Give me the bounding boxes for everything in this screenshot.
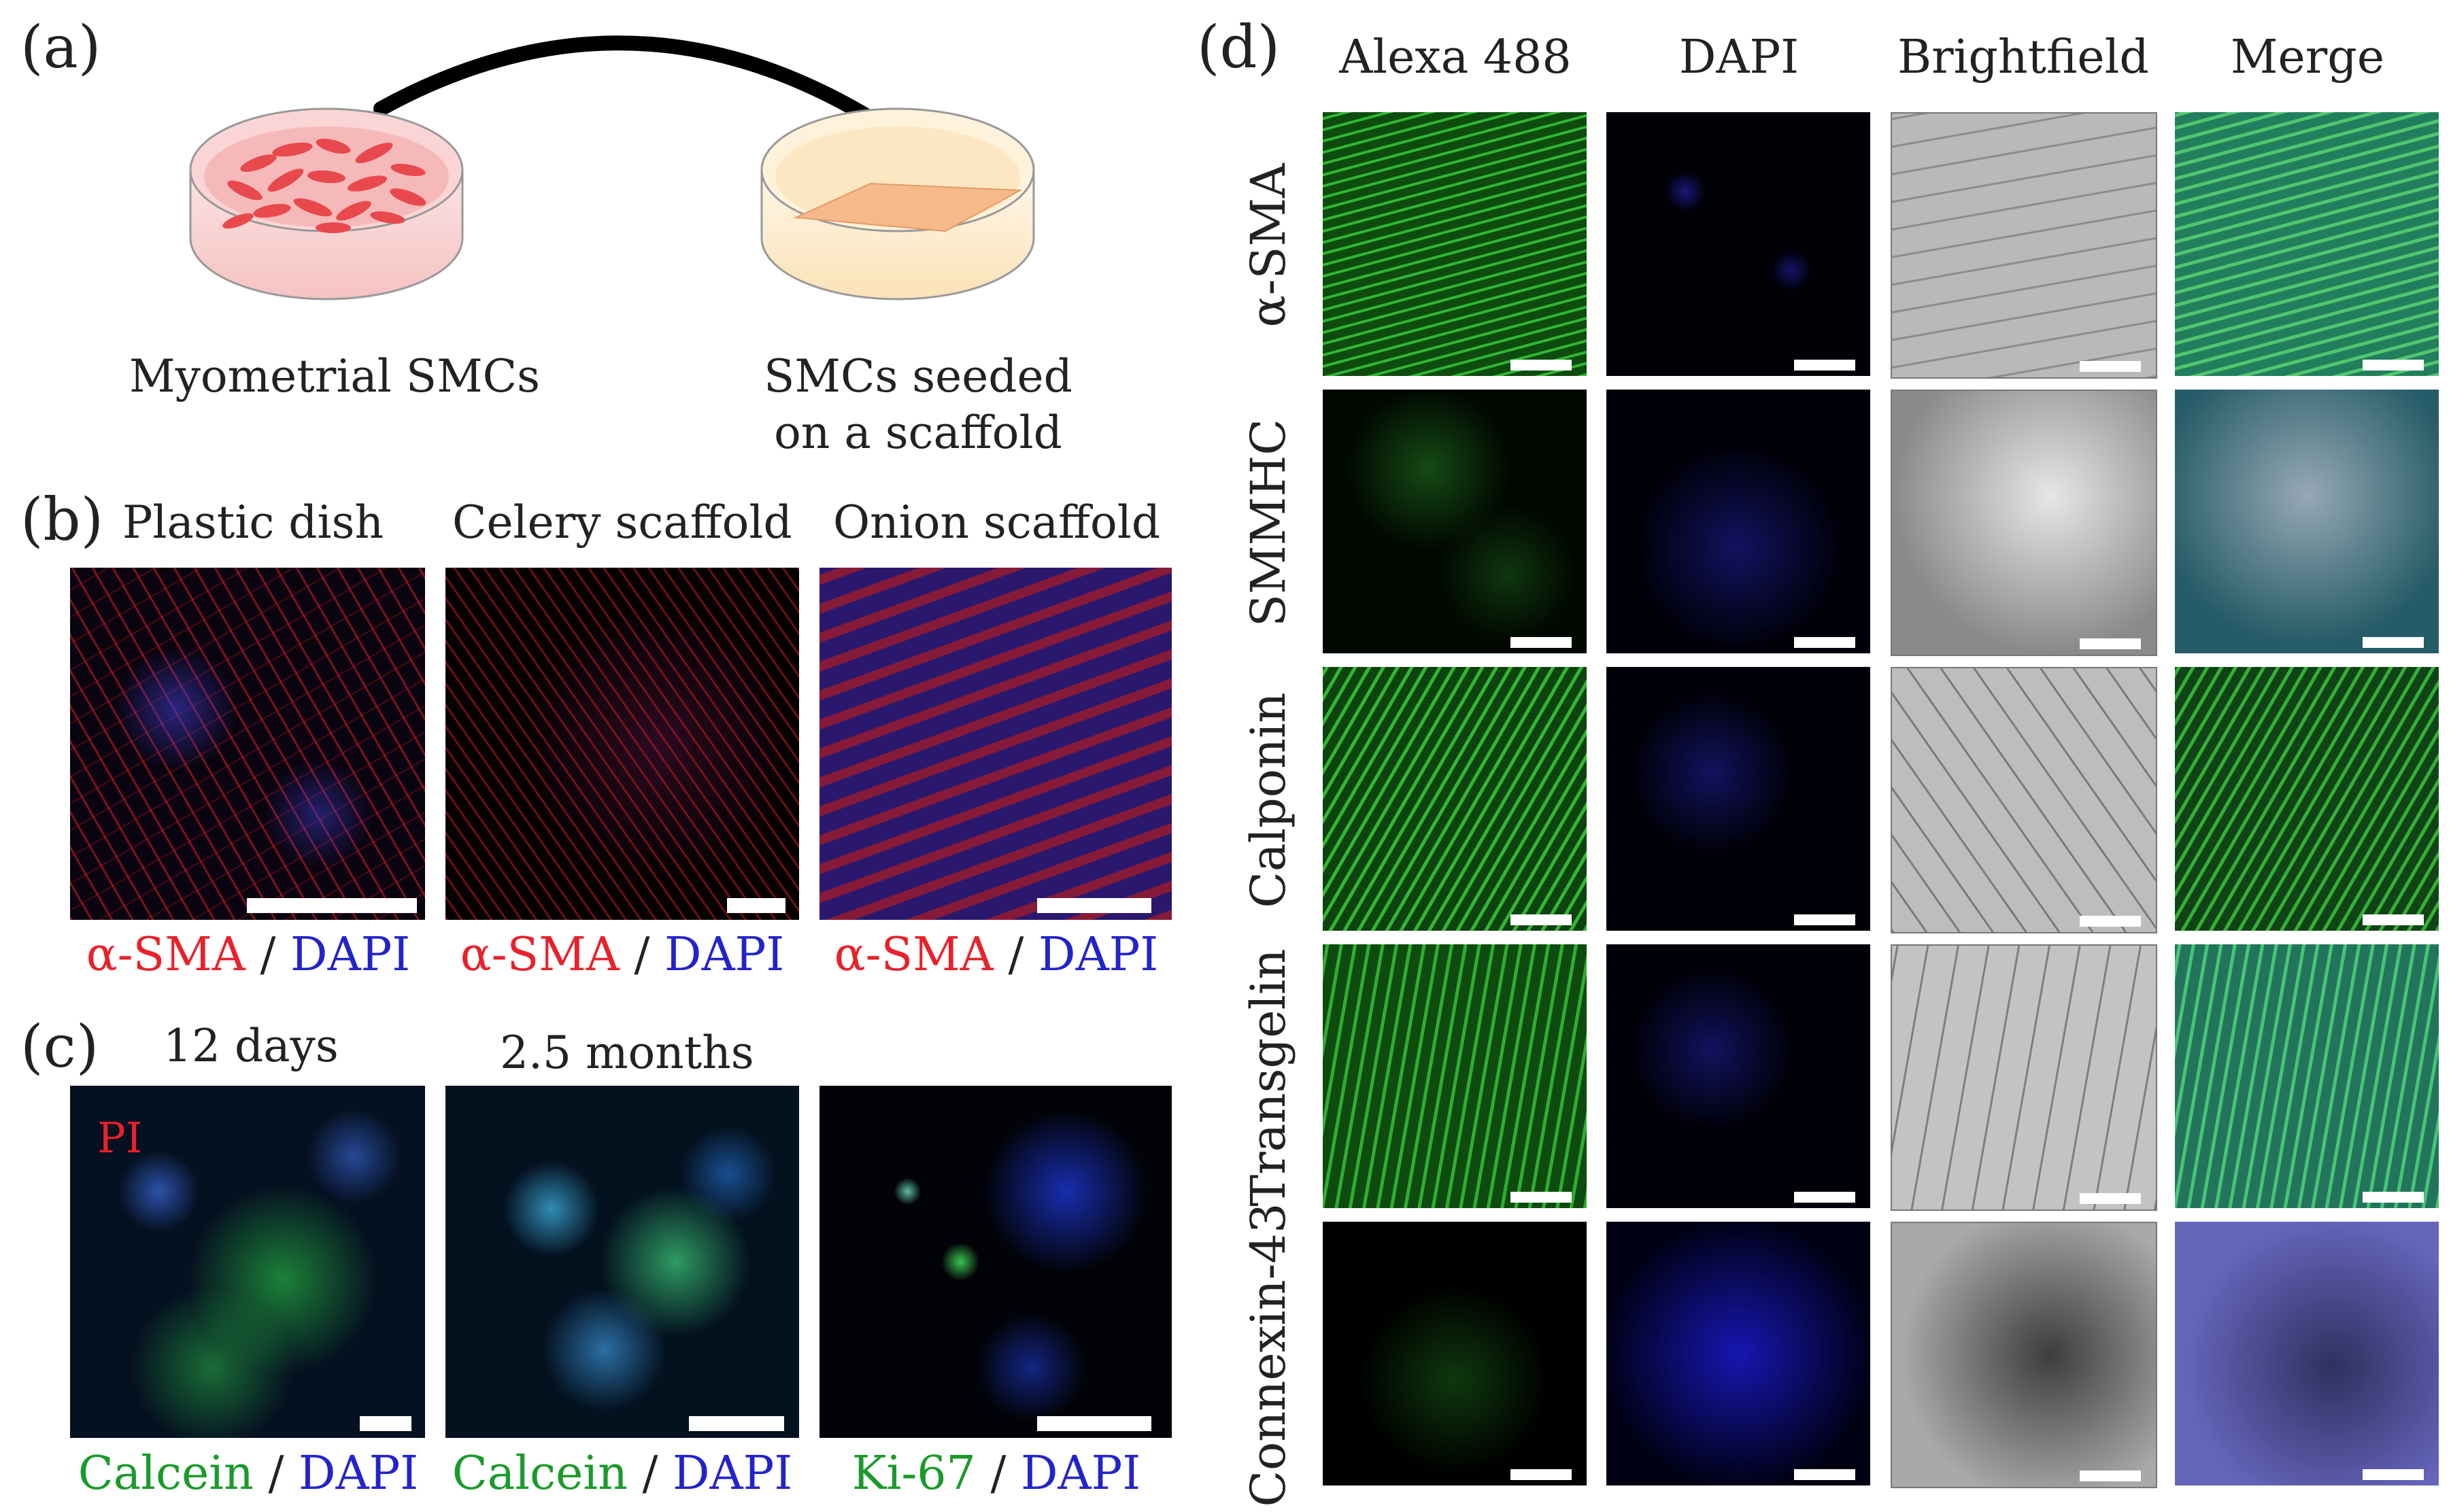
- petri-dish-scaffold: [760, 107, 1035, 300]
- micrograph-plastic-dish: [70, 568, 425, 920]
- scale-bar: [1794, 1469, 1855, 1480]
- caption-marker: α-SMA: [86, 928, 246, 982]
- scale-bar: [1510, 914, 1572, 925]
- micrograph-onion-scaffold: [819, 568, 1172, 920]
- micrograph-asma-merge: [2175, 112, 2439, 376]
- panel-a-illustration: [177, 14, 1102, 333]
- micrograph-12-days: PI: [70, 1086, 425, 1438]
- micrograph-asma-brightfield: [1891, 112, 2157, 379]
- caption-marker: Calcein: [452, 1447, 628, 1500]
- caption-marker: Ki-67: [851, 1447, 976, 1500]
- panel-b-letter: (b): [20, 486, 104, 554]
- micrograph-connexin43-merge: [2175, 1222, 2439, 1485]
- scale-bar: [2363, 360, 2424, 371]
- micrograph-connexin43-dapi: [1606, 1222, 1870, 1485]
- caption-marker: α-SMA: [460, 928, 620, 982]
- scale-bar: [2080, 916, 2141, 927]
- scale-bar: [2080, 1471, 2141, 1481]
- col-label-dapi: DAPI: [1678, 31, 1799, 84]
- scale-bar: [1510, 1469, 1572, 1480]
- row-label-calponin: Calponin: [1240, 692, 1296, 908]
- caption-sep: /: [627, 1447, 673, 1500]
- caption-stain: DAPI: [673, 1447, 793, 1500]
- caption-stain: DAPI: [299, 1447, 419, 1500]
- caption-stain: DAPI: [290, 928, 411, 982]
- panel-b-title-onion: Onion scaffold: [833, 496, 1161, 549]
- panel-b-title-celery: Celery scaffold: [452, 496, 792, 549]
- panel-c-caption-2: Calcein / DAPI: [442, 1447, 802, 1500]
- micrograph-2-5-months: [445, 1086, 799, 1438]
- col-label-brightfield: Brightfield: [1897, 31, 2149, 84]
- row-label-asma: α-SMA: [1240, 163, 1296, 328]
- scale-bar: [2080, 1193, 2141, 1204]
- panel-b-title-plastic: Plastic dish: [122, 496, 384, 549]
- micrograph-smmhc-dapi: [1606, 390, 1870, 653]
- row-label-smmhc: SMMHC: [1240, 419, 1296, 627]
- scale-bar: [1794, 637, 1855, 648]
- micrograph-transgelin-brightfield: [1891, 944, 2157, 1211]
- label-smcs-seeded-line2: on a scaffold: [774, 407, 1062, 459]
- caption-marker: α-SMA: [834, 928, 994, 982]
- caption-sep: /: [975, 1447, 1021, 1500]
- scale-bar: [1510, 637, 1572, 648]
- panel-d-letter: (d): [1197, 14, 1281, 82]
- micrograph-transgelin-dapi: [1606, 944, 1870, 1208]
- caption-sep: /: [619, 928, 665, 982]
- scale-bar: [2080, 361, 2141, 372]
- scale-bar: [1510, 1192, 1572, 1203]
- caption-sep: /: [245, 928, 291, 982]
- label-smcs-seeded: SMCs seeded on a scaffold: [728, 350, 1109, 459]
- panel-c-caption-1: Calcein / DAPI: [68, 1447, 428, 1500]
- caption-sep: /: [993, 928, 1039, 982]
- caption-sep: /: [253, 1447, 299, 1500]
- panel-c-caption-3: Ki-67 / DAPI: [816, 1447, 1177, 1500]
- col-label-merge: Merge: [2230, 31, 2385, 84]
- scale-bar: [1794, 1192, 1855, 1203]
- micrograph-calponin-merge: [2175, 667, 2439, 931]
- micrograph-ki67: [819, 1086, 1172, 1438]
- panel-a-letter: (a): [20, 14, 101, 82]
- scale-bar: [2363, 1469, 2424, 1480]
- caption-stain: DAPI: [1020, 1447, 1141, 1500]
- micrograph-celery-scaffold: [445, 568, 799, 920]
- pi-label: PI: [97, 1113, 143, 1163]
- micrograph-transgelin-merge: [2175, 944, 2439, 1208]
- micrograph-smmhc-alexa488: [1323, 390, 1587, 653]
- petri-dish-pink: [189, 107, 464, 300]
- caption-stain: DAPI: [664, 928, 785, 982]
- panel-b-caption-1: α-SMA / DAPI: [68, 928, 428, 982]
- micrograph-calponin-dapi: [1606, 667, 1870, 931]
- micrograph-asma-dapi: [1606, 112, 1870, 376]
- micrograph-connexin43-brightfield: [1891, 1222, 2157, 1488]
- panel-b-caption-3: α-SMA / DAPI: [816, 928, 1177, 982]
- scale-bar: [2363, 914, 2424, 925]
- micrograph-calponin-brightfield: [1891, 667, 2157, 933]
- micrograph-smmhc-brightfield: [1891, 390, 2157, 656]
- panel-c-letter: (c): [20, 1013, 99, 1081]
- caption-stain: DAPI: [1038, 928, 1159, 982]
- panel-c-title-12days: 12 days: [163, 1020, 339, 1072]
- micrograph-smmhc-merge: [2175, 390, 2439, 653]
- scale-bar: [1794, 360, 1855, 371]
- row-label-transgelin: Transgelin: [1240, 948, 1296, 1207]
- scale-bar: [2363, 637, 2424, 648]
- micrograph-transgelin-alexa488: [1323, 944, 1587, 1208]
- panel-b-caption-2: α-SMA / DAPI: [442, 928, 802, 982]
- label-smcs-seeded-line1: SMCs seeded: [764, 350, 1072, 402]
- panel-c-title-25months: 2.5 months: [500, 1027, 754, 1079]
- micrograph-asma-alexa488: [1323, 112, 1587, 376]
- micrograph-calponin-alexa488: [1323, 667, 1587, 931]
- col-label-alexa488: Alexa 488: [1339, 31, 1572, 84]
- caption-marker: Calcein: [78, 1447, 254, 1500]
- scale-bar: [1794, 914, 1855, 925]
- scale-bar: [2363, 1192, 2424, 1203]
- scale-bar: [2080, 638, 2141, 649]
- label-myometrial-smcs: Myometrial SMCs: [129, 350, 541, 402]
- row-label-connexin43: Connexin-43: [1240, 1203, 1296, 1507]
- scale-bar: [1510, 360, 1572, 371]
- micrograph-connexin43-alexa488: [1323, 1222, 1587, 1485]
